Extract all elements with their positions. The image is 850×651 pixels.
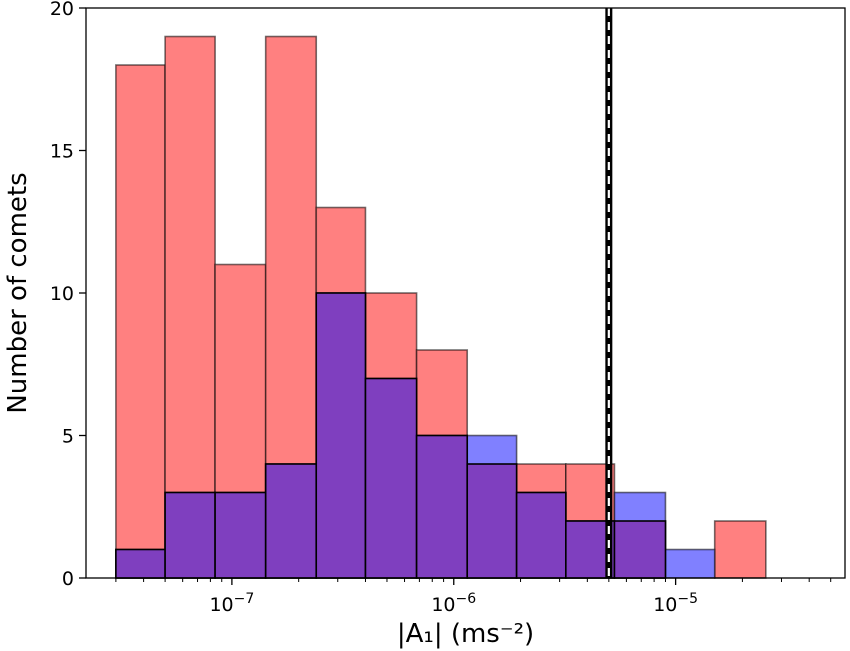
- x-axis-label: |A₁| (ms⁻²): [397, 619, 534, 649]
- bar-overlap-7: [466, 463, 518, 579]
- x-tick-label-2: 10−5: [653, 591, 698, 616]
- y-tick-label-20: 20: [50, 0, 74, 20]
- bar-overlap-6: [415, 434, 469, 579]
- bar-overlap-5: [364, 377, 418, 579]
- bar-all-12: [713, 520, 767, 579]
- bar-overlap-3: [264, 463, 318, 579]
- y-tick-label-15: 15: [50, 141, 74, 163]
- bar-overlap-4: [315, 292, 367, 579]
- bar-overlap-8: [515, 491, 567, 579]
- series-subset-bars: [115, 292, 716, 579]
- y-axis-label: Number of comets: [3, 172, 33, 413]
- y-tick-label-0: 0: [62, 568, 74, 590]
- y-tick-label-5: 5: [62, 426, 74, 448]
- x-axis: 10−7 10−6 10−5: [115, 578, 832, 616]
- x-tick-label-1: 10−6: [431, 591, 476, 616]
- x-tick-label-0: 10−7: [209, 591, 254, 616]
- bar-all-1: [164, 35, 216, 579]
- bar-subset-11: [664, 548, 716, 579]
- bar-overlap-10: [613, 520, 667, 579]
- bar-all-0: [115, 64, 166, 579]
- y-tick-label-10: 10: [50, 283, 74, 305]
- bar-overlap-1: [164, 491, 216, 579]
- bar-overlap-0: [115, 548, 166, 579]
- y-axis: 0 5 10 15 20: [50, 0, 86, 590]
- bar-overlap-2: [214, 491, 267, 579]
